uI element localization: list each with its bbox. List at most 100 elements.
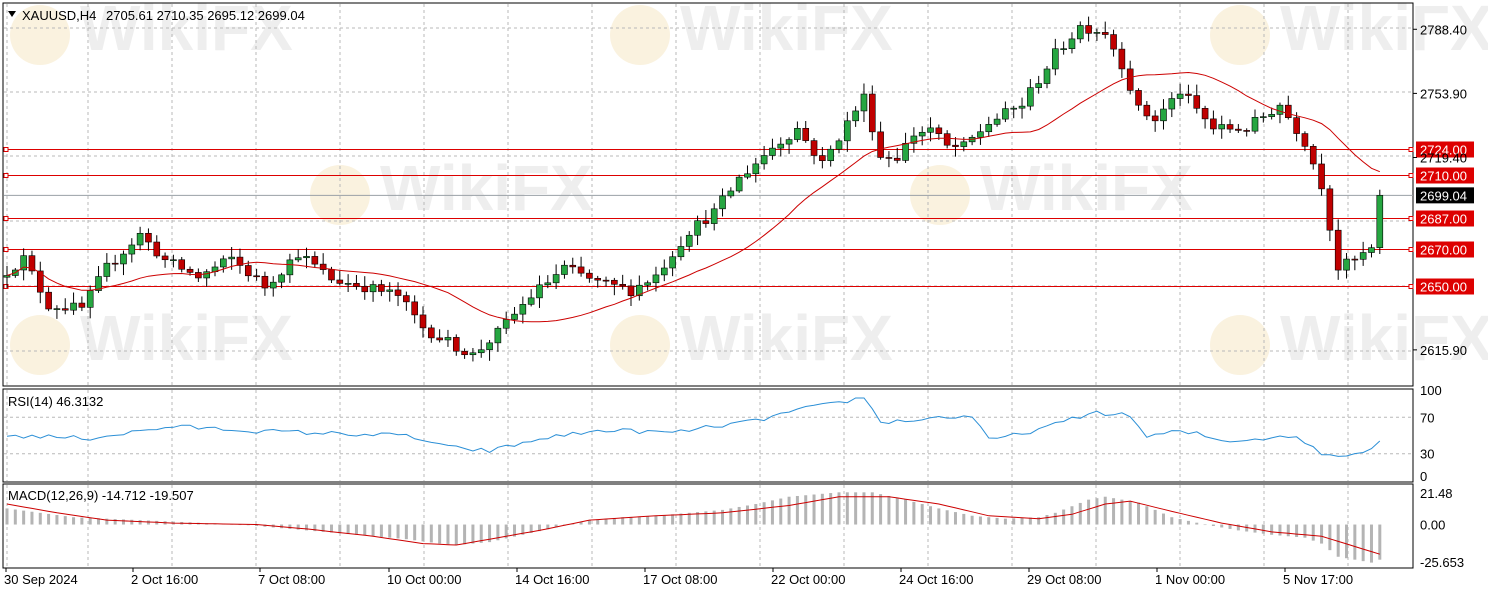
candle[interactable] (977, 124, 984, 145)
candle[interactable] (278, 272, 285, 289)
candle[interactable] (968, 134, 976, 146)
candle[interactable] (477, 339, 485, 358)
candle[interactable] (452, 334, 460, 356)
candle[interactable] (344, 274, 352, 292)
candle[interactable] (161, 252, 169, 268)
candle[interactable] (1301, 131, 1309, 152)
candle[interactable] (1052, 38, 1059, 76)
candle[interactable] (1359, 241, 1367, 266)
candle[interactable] (211, 261, 219, 277)
candle[interactable] (1118, 42, 1126, 78)
candle[interactable] (802, 120, 810, 143)
candle[interactable] (403, 291, 410, 311)
candle[interactable] (469, 347, 477, 362)
candle[interactable] (1318, 153, 1325, 196)
candle[interactable] (769, 138, 776, 160)
candle[interactable] (561, 260, 568, 279)
candle[interactable] (294, 249, 302, 263)
candle[interactable] (785, 137, 793, 154)
candle[interactable] (145, 228, 152, 251)
candle[interactable] (1309, 144, 1317, 170)
candle[interactable] (411, 295, 418, 324)
candle[interactable] (236, 248, 244, 274)
candle[interactable] (1218, 115, 1226, 139)
candle[interactable] (536, 275, 543, 308)
candle[interactable] (1276, 102, 1284, 124)
candle[interactable] (952, 137, 959, 157)
candle[interactable] (303, 247, 310, 269)
candle[interactable] (985, 116, 993, 137)
candle[interactable] (1201, 105, 1209, 129)
candle[interactable] (111, 254, 119, 272)
candle[interactable] (735, 174, 743, 193)
candle[interactable] (760, 145, 768, 170)
candle[interactable] (1268, 107, 1275, 120)
candle[interactable] (436, 329, 443, 343)
candle[interactable] (685, 231, 693, 252)
candle[interactable] (170, 254, 177, 268)
candle[interactable] (1210, 110, 1217, 135)
candle[interactable] (744, 165, 751, 180)
candle[interactable] (819, 147, 826, 169)
candle[interactable] (1376, 189, 1384, 255)
candle[interactable] (253, 268, 260, 281)
candle[interactable] (877, 121, 884, 160)
candle[interactable] (95, 266, 102, 293)
candle[interactable] (361, 276, 369, 300)
candle[interactable] (1293, 112, 1300, 142)
candle[interactable] (860, 83, 868, 123)
candle[interactable] (1168, 92, 1176, 118)
candle[interactable] (702, 210, 710, 228)
dropdown-triangle-icon[interactable] (8, 11, 16, 17)
candle[interactable] (461, 348, 468, 359)
price-pane[interactable] (2, 2, 1414, 387)
candle[interactable] (835, 138, 843, 154)
candle[interactable] (1076, 21, 1084, 44)
candle[interactable] (910, 127, 918, 153)
candle[interactable] (935, 124, 943, 140)
candle[interactable] (1176, 83, 1184, 106)
candle[interactable] (1193, 84, 1201, 114)
candle[interactable] (203, 269, 210, 287)
candle[interactable] (927, 117, 934, 142)
candle[interactable] (669, 251, 676, 277)
candle[interactable] (644, 280, 651, 291)
candle[interactable] (1226, 119, 1234, 133)
candle[interactable] (378, 279, 385, 297)
candle[interactable] (70, 292, 77, 315)
candle[interactable] (1002, 101, 1009, 123)
candle[interactable] (428, 324, 435, 343)
candle[interactable] (1185, 84, 1192, 104)
candle[interactable] (319, 253, 327, 275)
candle[interactable] (444, 329, 452, 347)
candle[interactable] (586, 269, 593, 283)
candle[interactable] (1085, 16, 1092, 42)
candle[interactable] (1343, 253, 1350, 279)
candle[interactable] (677, 236, 685, 261)
candle[interactable] (45, 287, 52, 312)
candle[interactable] (810, 138, 818, 165)
candle[interactable] (1035, 75, 1042, 94)
candle[interactable] (710, 203, 718, 231)
candle[interactable] (1351, 255, 1359, 271)
candle[interactable] (120, 250, 127, 276)
candle[interactable] (918, 126, 926, 146)
candle[interactable] (1043, 66, 1051, 89)
candle[interactable] (552, 264, 560, 290)
candle[interactable] (286, 253, 294, 283)
candle[interactable] (544, 275, 552, 289)
candle[interactable] (195, 268, 202, 283)
candle[interactable] (261, 271, 269, 296)
candle[interactable] (20, 248, 27, 281)
candle[interactable] (885, 151, 893, 168)
candle[interactable] (719, 188, 726, 217)
candle[interactable] (386, 282, 394, 302)
candle[interactable] (527, 289, 535, 307)
candle[interactable] (486, 339, 493, 361)
candle[interactable] (752, 157, 760, 183)
candle[interactable] (794, 121, 801, 143)
candle[interactable] (1060, 41, 1067, 55)
candle[interactable] (1334, 219, 1342, 280)
candle[interactable] (1251, 109, 1259, 134)
candle[interactable] (893, 147, 901, 164)
